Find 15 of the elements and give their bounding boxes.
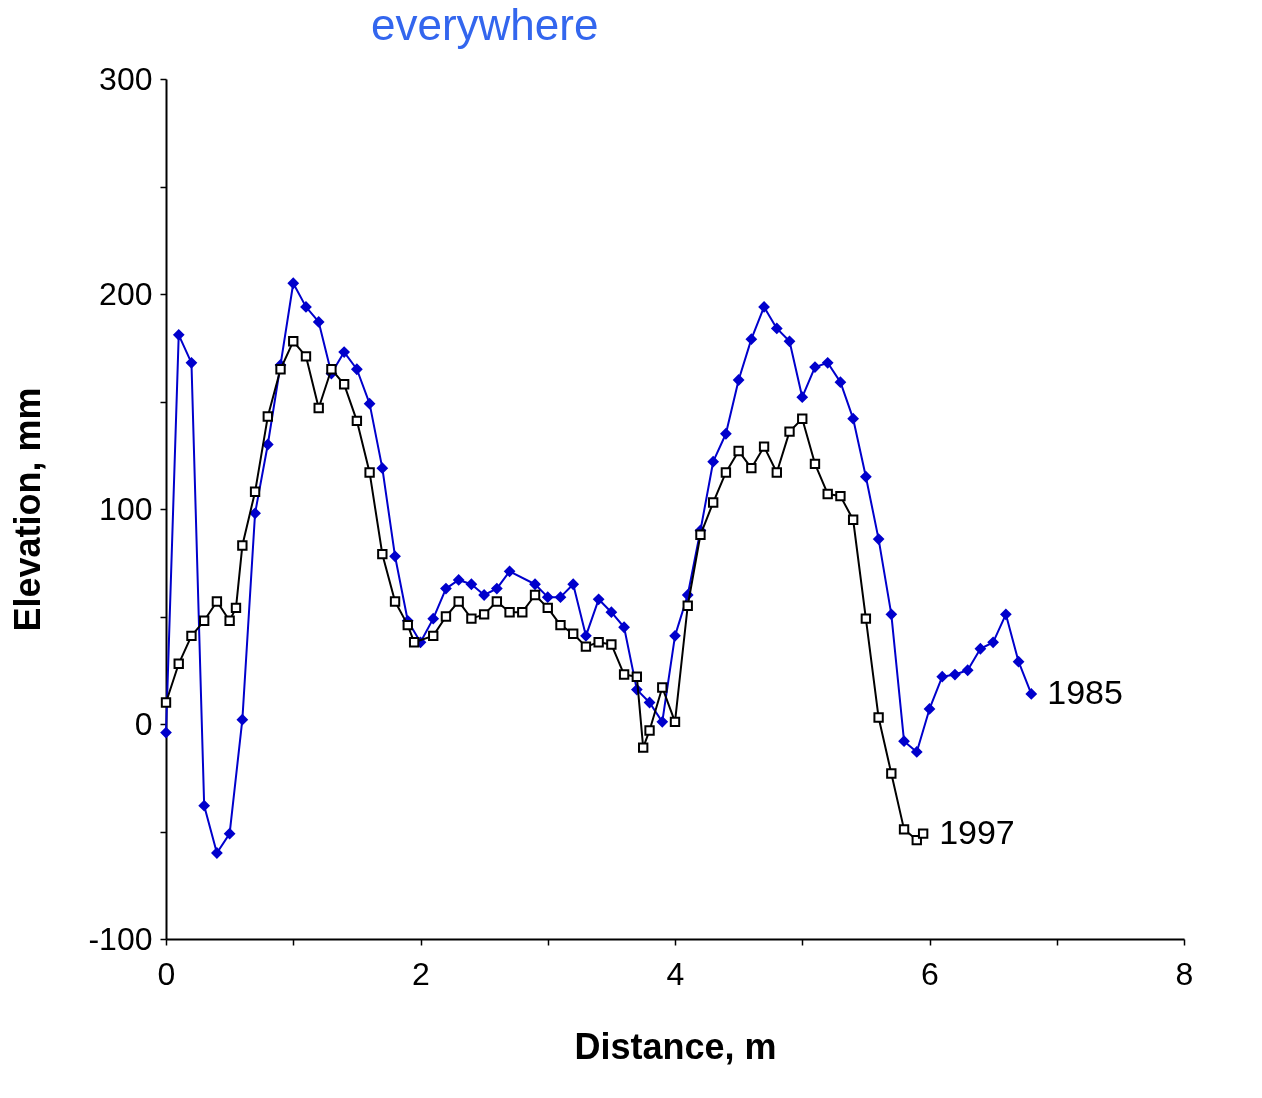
series-label: 1997	[939, 812, 1015, 851]
y-tick-label: 0	[134, 705, 153, 742]
y-axis-title: Elevation, mm	[7, 387, 49, 632]
chart-title: everywhere	[370, 0, 599, 49]
y-tick-label: -100	[88, 920, 153, 957]
series-label: 1985	[1047, 672, 1123, 711]
x-axis-title: Distance, m	[574, 1025, 777, 1067]
y-tick-label: 200	[99, 275, 153, 312]
y-tick-label: 300	[99, 60, 153, 97]
y-tick-label: 100	[99, 490, 153, 527]
x-tick-label: 0	[157, 955, 176, 992]
x-tick-label: 8	[1175, 955, 1194, 992]
x-tick-label: 6	[921, 955, 939, 992]
x-tick-label: 4	[666, 955, 685, 992]
x-tick-label: 2	[412, 955, 430, 992]
